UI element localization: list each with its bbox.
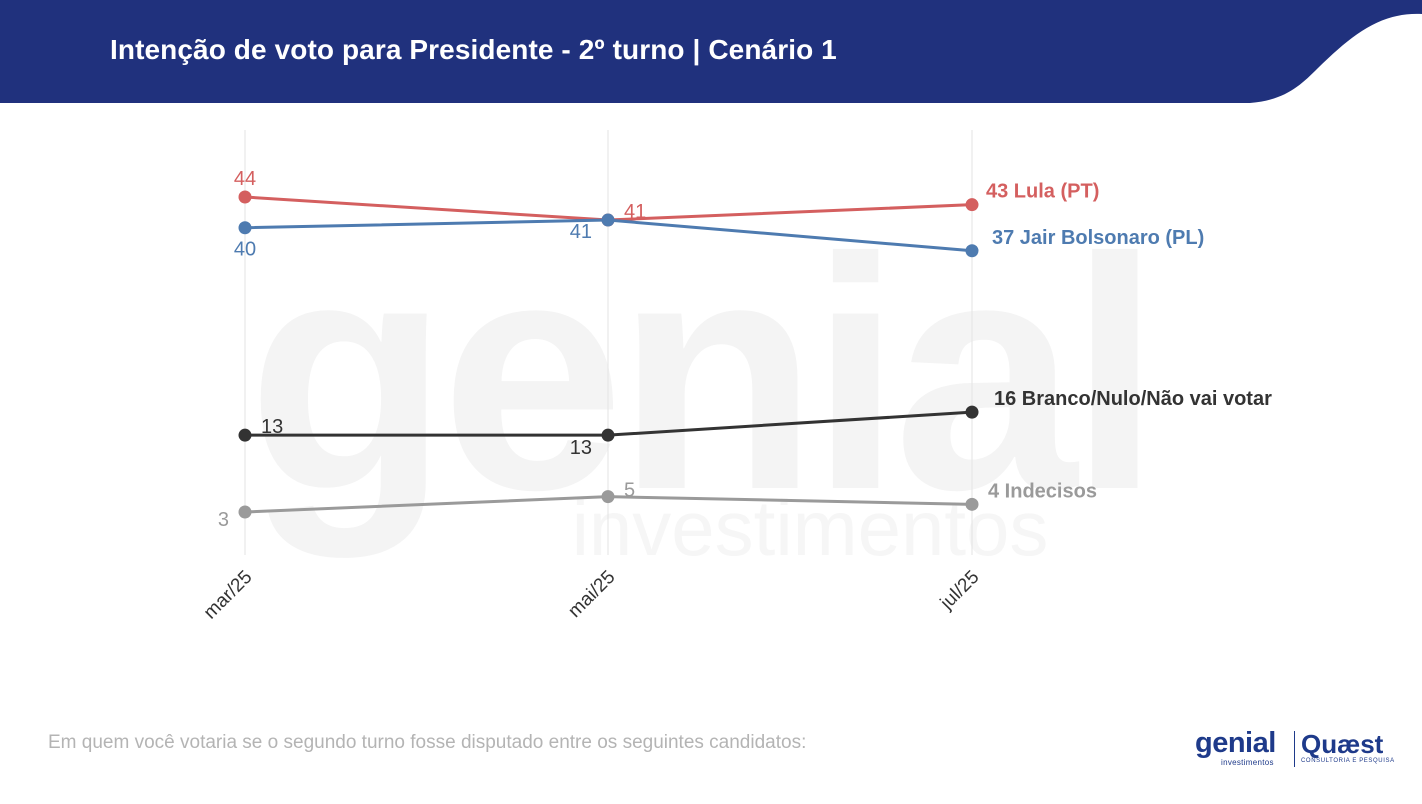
data-label: 41 [570,221,592,243]
data-label: 3 [218,509,229,531]
x-tick-label: mai/25 [564,567,619,622]
series-end-label: 16 Branco/Nulo/Não vai votar [994,388,1272,410]
data-point [238,190,252,204]
data-point [238,428,252,442]
quaest-logo: Quæst [1301,729,1384,759]
x-tick-label: mar/25 [200,567,257,624]
data-point [965,198,979,212]
data-label: 13 [261,416,283,438]
page-title: Intenção de voto para Presidente - 2º tu… [110,34,837,65]
series-end-label: 43 Lula (PT) [986,181,1099,203]
quaest-logo-subtitle: CONSULTORIA E PESQUISA [1301,758,1395,764]
data-point [238,505,252,519]
data-point [601,490,615,504]
data-point [965,405,979,419]
logo-divider [1294,731,1295,767]
genial-logo: genial [1195,727,1276,759]
data-point [238,221,252,235]
data-point [601,213,615,227]
header-banner: Intenção de voto para Presidente - 2º tu… [0,0,1422,103]
header-background [0,0,1422,103]
data-label: 44 [234,168,256,190]
data-label: 40 [234,239,256,261]
x-tick-label: jul/25 [936,567,984,615]
logos: genial investimentos Quæst CONSULTORIA E… [1195,728,1395,772]
survey-question: Em quem você votaria se o segundo turno … [48,732,807,753]
data-label: 5 [624,480,635,502]
data-label: 41 [624,201,646,223]
series-end-label: 4 Indecisos [988,480,1097,502]
data-point [601,428,615,442]
data-point [965,244,979,258]
data-label: 13 [570,437,592,459]
series-end-label: 37 Jair Bolsonaro (PL) [992,227,1204,249]
data-point [965,497,979,511]
genial-logo-subtitle: investimentos [1221,758,1274,767]
